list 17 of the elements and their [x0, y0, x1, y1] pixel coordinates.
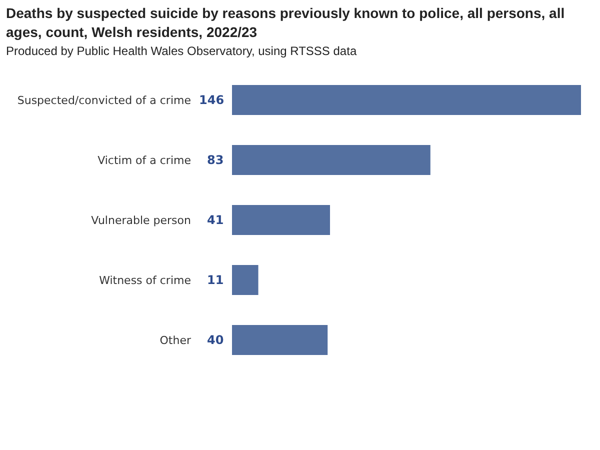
data-label: 11	[207, 273, 224, 287]
chart-subtitle: Produced by Public Health Wales Observatory, using RTSSS data	[6, 44, 357, 58]
bar	[232, 85, 581, 115]
y-tick-label: Victim of a crime	[98, 154, 192, 167]
y-tick-label: Vulnerable person	[91, 214, 192, 227]
bar	[232, 325, 328, 355]
y-tick-label: Other	[160, 334, 192, 347]
chart-title: Deaths by suspected suicide by reasons previously known to police, all persons, all ages, count, Welsh residents, 2022/23	[6, 4, 566, 42]
data-label: 41	[207, 213, 224, 227]
bar	[232, 265, 258, 295]
data-label: 146	[199, 93, 224, 107]
bar	[232, 145, 430, 175]
bar	[232, 205, 330, 235]
data-label: 40	[207, 333, 224, 347]
data-label: 83	[207, 153, 224, 167]
y-tick-label: Witness of crime	[99, 274, 192, 287]
y-tick-label: Suspected/convicted of a crime	[17, 94, 192, 107]
